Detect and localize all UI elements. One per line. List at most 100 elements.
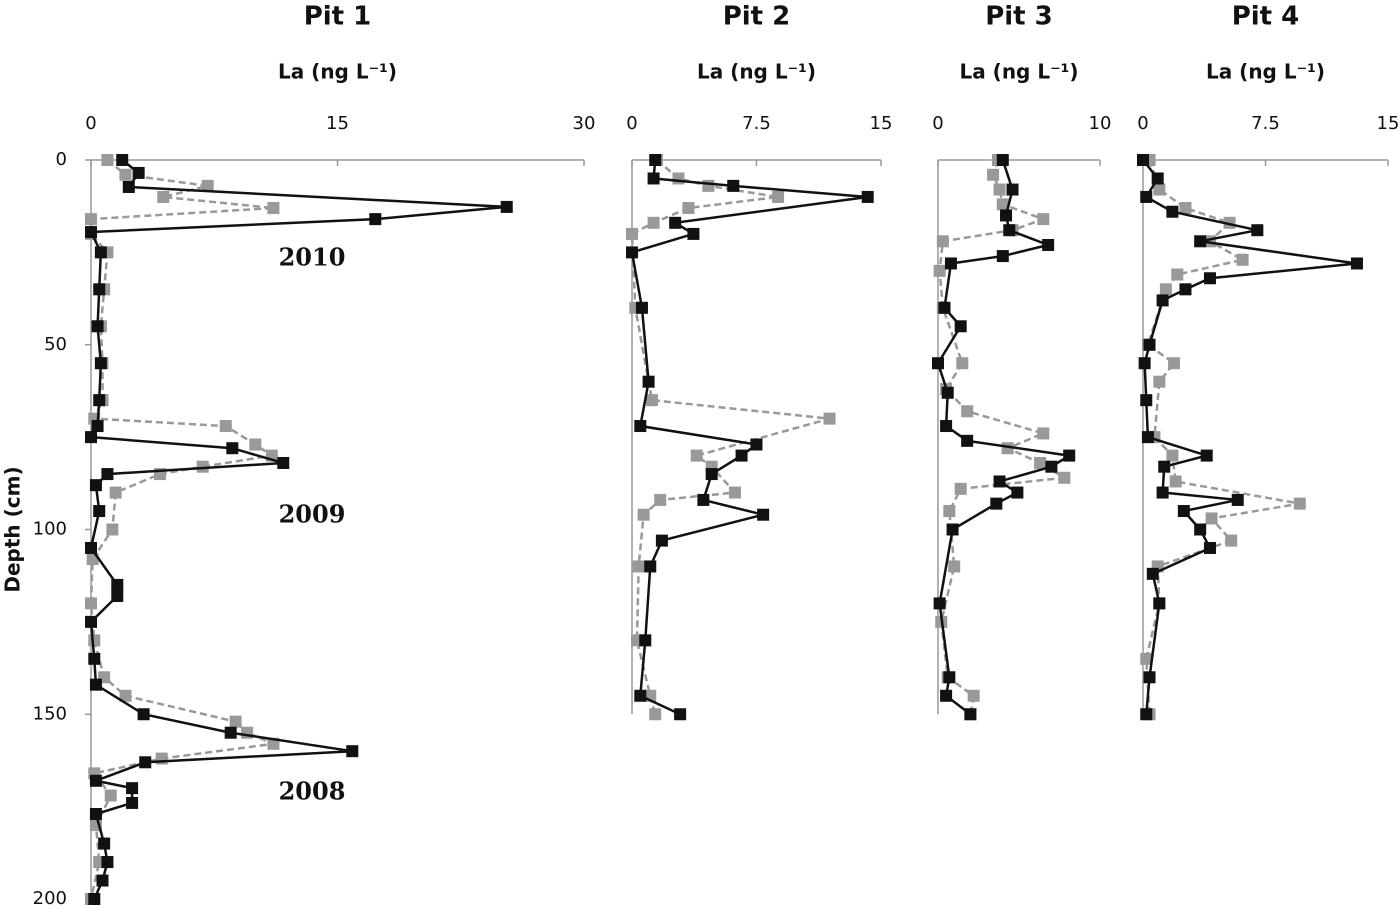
data-point bbox=[101, 154, 114, 166]
data-point bbox=[94, 246, 107, 259]
data-point bbox=[634, 420, 647, 433]
data-point bbox=[967, 689, 980, 702]
data-point bbox=[1169, 475, 1182, 488]
data-point bbox=[1153, 183, 1166, 196]
x-axis-label: La (ng L⁻¹) bbox=[1206, 60, 1325, 84]
data-point bbox=[702, 179, 715, 192]
data-point bbox=[996, 198, 1009, 211]
data-point bbox=[940, 689, 953, 702]
data-point bbox=[637, 508, 650, 521]
data-point bbox=[946, 523, 959, 536]
x-axis-label: La (ng L⁻¹) bbox=[697, 60, 816, 84]
data-point bbox=[89, 774, 102, 787]
data-point bbox=[1158, 460, 1171, 473]
data-point bbox=[1179, 202, 1192, 215]
data-point bbox=[88, 893, 101, 905]
data-point bbox=[106, 523, 119, 536]
data-point bbox=[85, 597, 97, 610]
data-point bbox=[996, 154, 1009, 166]
data-point bbox=[735, 449, 748, 462]
data-point bbox=[1143, 671, 1156, 684]
data-point bbox=[224, 726, 237, 739]
data-point bbox=[1037, 213, 1050, 226]
data-point bbox=[85, 213, 97, 226]
data-point bbox=[1236, 253, 1249, 266]
data-point bbox=[705, 468, 718, 481]
data-point bbox=[938, 301, 951, 314]
x-tick-label: 15 bbox=[326, 113, 349, 134]
data-point bbox=[932, 357, 944, 370]
data-point bbox=[634, 689, 647, 702]
data-point bbox=[96, 874, 109, 887]
data-point bbox=[104, 789, 117, 802]
data-point bbox=[933, 597, 946, 610]
x-tick-label: 7.5 bbox=[1251, 113, 1280, 134]
data-point bbox=[943, 671, 956, 684]
data-point bbox=[111, 578, 124, 591]
data-point bbox=[1231, 493, 1244, 506]
x-axis-label: La (ng L⁻¹) bbox=[278, 60, 397, 84]
panel-title: Pit 2 bbox=[723, 2, 791, 32]
data-point bbox=[943, 505, 956, 518]
data-point bbox=[635, 301, 648, 314]
data-point bbox=[632, 560, 645, 573]
data-point bbox=[1140, 190, 1153, 203]
data-point bbox=[1251, 224, 1264, 237]
data-point bbox=[119, 689, 132, 702]
data-point bbox=[1203, 272, 1216, 285]
data-point bbox=[109, 486, 122, 499]
data-point bbox=[1200, 449, 1213, 462]
data-point bbox=[1194, 523, 1207, 536]
panel-title: Pit 3 bbox=[985, 2, 1053, 32]
data-point bbox=[990, 497, 1003, 510]
y-axis-label: Depth (cm) bbox=[1, 466, 25, 592]
data-point bbox=[122, 180, 135, 193]
data-point bbox=[126, 782, 139, 795]
data-point bbox=[116, 154, 129, 166]
data-point bbox=[649, 708, 662, 721]
data-point bbox=[961, 434, 974, 447]
data-point bbox=[933, 264, 946, 277]
data-point bbox=[1166, 205, 1179, 218]
data-point bbox=[277, 456, 290, 469]
data-point bbox=[500, 200, 513, 213]
data-point bbox=[1151, 172, 1164, 185]
series-line bbox=[1145, 159, 1301, 715]
data-point bbox=[91, 320, 104, 333]
data-point bbox=[1146, 567, 1159, 580]
data-point bbox=[94, 357, 107, 370]
data-point bbox=[1141, 431, 1154, 444]
data-point bbox=[1153, 375, 1166, 388]
data-point bbox=[111, 590, 124, 603]
data-point bbox=[654, 493, 667, 506]
data-point bbox=[956, 357, 969, 370]
x-tick-label: 0 bbox=[626, 113, 637, 134]
data-point bbox=[674, 708, 687, 721]
data-point bbox=[645, 394, 658, 407]
data-point bbox=[727, 179, 740, 192]
data-point bbox=[91, 420, 104, 433]
data-point bbox=[201, 179, 214, 192]
data-point bbox=[137, 708, 150, 721]
data-point bbox=[1156, 486, 1169, 499]
data-point bbox=[93, 394, 106, 407]
data-point bbox=[1140, 708, 1153, 721]
y-tick-label: 50 bbox=[44, 334, 67, 355]
x-tick-label: 15 bbox=[1377, 113, 1400, 134]
data-point bbox=[1137, 154, 1149, 166]
data-point bbox=[101, 468, 114, 481]
data-point bbox=[861, 190, 874, 203]
data-point bbox=[157, 190, 170, 203]
data-point bbox=[126, 796, 139, 809]
series-line bbox=[1142, 159, 1358, 715]
data-point bbox=[940, 420, 953, 433]
data-point bbox=[687, 227, 700, 240]
data-point bbox=[1000, 209, 1013, 222]
data-point bbox=[690, 449, 703, 462]
data-point bbox=[85, 615, 97, 628]
data-point bbox=[1042, 238, 1055, 251]
data-point bbox=[993, 183, 1006, 196]
x-tick-label: 0 bbox=[1137, 113, 1148, 134]
data-point bbox=[944, 257, 957, 270]
